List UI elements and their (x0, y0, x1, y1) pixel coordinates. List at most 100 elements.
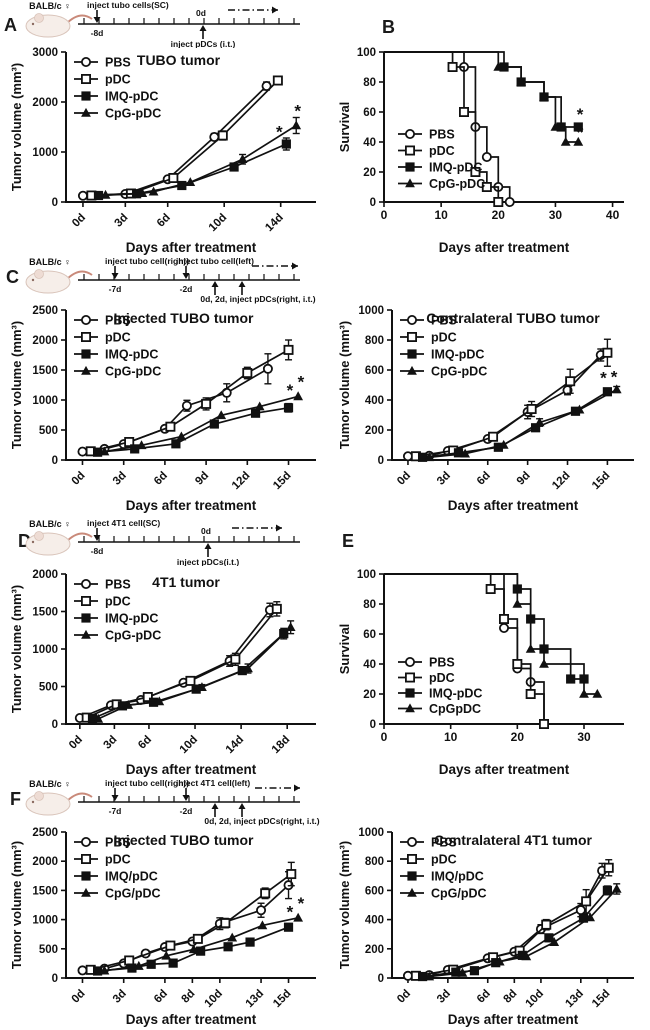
event-label: inject tubo cell(right) (105, 778, 189, 788)
legend-label: CpGpDC (429, 702, 481, 716)
y-tick-label: 0 (378, 455, 384, 467)
y-tick-label: 3000 (32, 47, 58, 59)
data-point (260, 888, 271, 899)
mouse-tail (65, 14, 93, 25)
data-point (526, 404, 537, 415)
strain-label: BALB/c ♀ (29, 519, 71, 529)
data-point (544, 933, 554, 943)
data-point (560, 136, 571, 146)
y-axis-label: Tumor volume (mm³) (9, 585, 24, 713)
arrowhead (182, 795, 190, 801)
data-point (261, 81, 272, 92)
series-line-CpG-pDC (384, 51, 579, 143)
legend-label: CpG/pDC (105, 887, 161, 901)
event-label: inject pDCs (i.t.) (171, 39, 236, 48)
significance-asterisk: * (611, 368, 618, 387)
significance-asterisk: * (298, 373, 305, 392)
legend-label: PBS (105, 56, 131, 70)
y-axis-label: Survival (337, 624, 352, 675)
y-tick-label: 200 (365, 425, 384, 437)
data-point (81, 331, 92, 342)
x-tick-label: 3d (102, 734, 120, 752)
legend-label: PBS (429, 656, 455, 670)
arrowhead (238, 803, 246, 809)
data-point (285, 622, 296, 632)
legend-label: PBS (429, 128, 455, 142)
data-point (447, 61, 458, 72)
x-tick-label: 10d (178, 734, 201, 757)
y-tick-label: 0 (52, 973, 58, 985)
legend-label: CpG-pDC (105, 629, 161, 643)
data-point (603, 862, 614, 873)
data-point (197, 682, 207, 692)
chart-title: 4T1 tumor (152, 574, 220, 590)
legend-label: pDC (105, 853, 131, 867)
series-line-pDC (415, 352, 608, 458)
data-point (481, 181, 492, 192)
data-point (493, 61, 504, 71)
mouse-eye (31, 540, 35, 544)
series-line-CpG-pDC (105, 124, 297, 196)
data-point (498, 623, 509, 634)
data-point (81, 91, 91, 101)
y-tick-label: 40 (363, 137, 376, 149)
data-point (188, 944, 199, 954)
timeline-schematic-C: BALB/c ♀ inject tubo cell(right) -7d inject… (25, 256, 316, 304)
series-line-pDC (90, 349, 289, 453)
arrowhead (93, 535, 101, 541)
y-tick-label: 2000 (32, 569, 58, 581)
chart-title: TUBO tumor (137, 52, 221, 68)
data-point (146, 959, 156, 969)
data-point (283, 403, 294, 413)
significance-asterisk: * (287, 903, 294, 922)
data-point (521, 951, 532, 961)
y-tick-label: 500 (39, 944, 58, 956)
y-axis-label: Tumor volume (mm³) (9, 321, 24, 449)
data-point (402, 970, 413, 981)
series-line-IMQ-pDC (384, 51, 579, 128)
x-tick-label: 3d (112, 212, 130, 230)
data-point (81, 365, 91, 375)
mouse-photo (25, 531, 93, 556)
data-point (581, 896, 592, 907)
legend-label: CpG-pDC (431, 365, 487, 379)
strain-label: BALB/c ♀ (29, 1, 71, 11)
data-point (405, 129, 416, 140)
y-tick-label: 2500 (32, 827, 58, 839)
arrowhead (238, 281, 246, 287)
y-tick-label: 800 (365, 856, 384, 868)
mouse-body (25, 14, 71, 38)
data-point (549, 937, 560, 947)
chart-4t1-survival: 0 20 40 60 80 100 0 10 20 30 Survival Days after tr… (337, 569, 624, 777)
data-point (81, 887, 91, 897)
x-tick-label: 6d (475, 988, 493, 1006)
significance-asterisk: * (577, 105, 584, 124)
event-day-label: -7d (109, 806, 122, 816)
x-tick-label: 13d (563, 988, 586, 1011)
legend-label: IMQ/pDC (431, 870, 484, 884)
legend-label: IMQ-pDC (105, 90, 158, 104)
y-tick-label: 20 (363, 167, 376, 179)
data-point (192, 933, 203, 944)
event-day-label: 0d (201, 526, 211, 536)
y-tick-label: 60 (363, 629, 376, 641)
axes (391, 310, 634, 461)
x-tick-label: 0d (67, 734, 85, 752)
x-tick-label: 0d (70, 212, 88, 230)
data-point (237, 154, 248, 164)
data-point (283, 344, 294, 355)
legend-label: CpG/pDC (431, 887, 487, 901)
timeline-schematic-F: BALB/c ♀ inject tubo cell(right) -7d inject… (25, 778, 320, 826)
mouse-ear (34, 791, 44, 801)
event-label: inject 4T1 cell(left) (176, 778, 250, 788)
x-tick-label: 13d (244, 988, 267, 1011)
data-point (123, 700, 134, 709)
data-point (602, 347, 613, 358)
arrowhead (272, 6, 278, 14)
y-tick-label: 1000 (32, 644, 58, 656)
data-point (516, 76, 527, 86)
legend-label: IMQ-pDC (429, 161, 482, 175)
data-point (512, 598, 523, 608)
chart-contralateral-tubo-tumor: 0 200 400 600 800 1000 0d 3d 6d 9d 12d 15d Tumor vol… (337, 305, 634, 513)
arrowhead (111, 273, 119, 279)
